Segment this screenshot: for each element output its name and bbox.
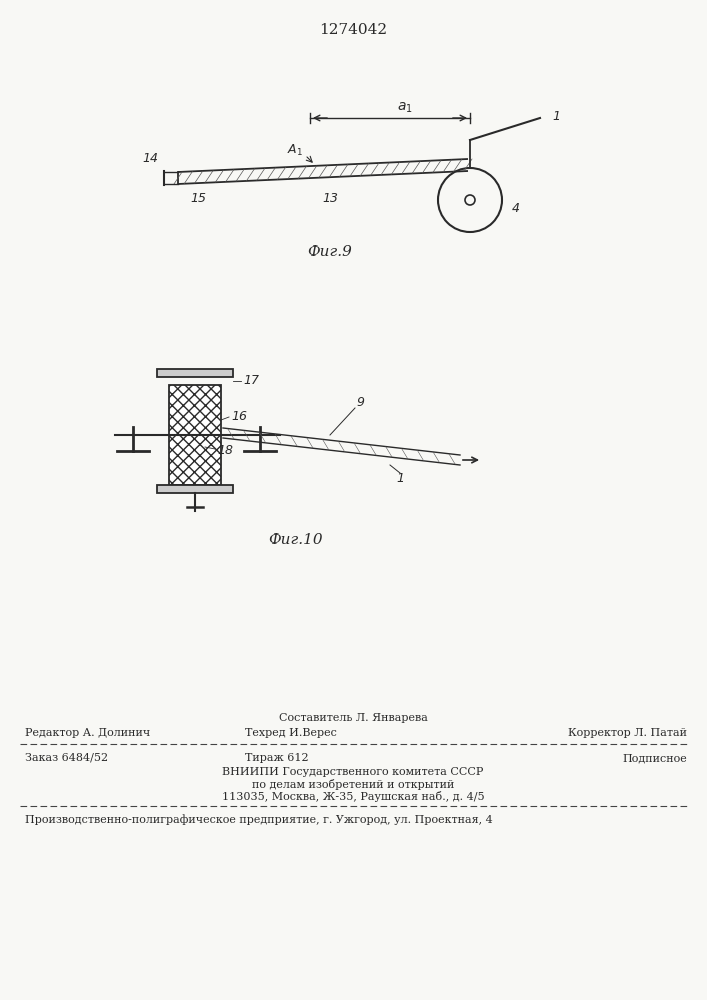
Text: Фиг.9: Фиг.9	[308, 245, 352, 259]
Text: 13: 13	[322, 192, 338, 205]
Bar	[157, 485, 233, 493]
Text: 1: 1	[552, 109, 560, 122]
Text: 113035, Москва, Ж-35, Раушская наб., д. 4/5: 113035, Москва, Ж-35, Раушская наб., д. …	[222, 790, 484, 802]
Text: Производственно-полиграфическое предприятие, г. Ужгород, ул. Проектная, 4: Производственно-полиграфическое предприя…	[25, 815, 493, 825]
Text: Подписное: Подписное	[622, 753, 687, 763]
Text: $a_1$: $a_1$	[397, 101, 413, 115]
Text: 14: 14	[142, 151, 158, 164]
Text: по делам изобретений и открытий: по делам изобретений и открытий	[252, 778, 454, 790]
Text: Техред И.Верес: Техред И.Верес	[245, 728, 337, 738]
Text: 1274042: 1274042	[319, 23, 387, 37]
Text: 1: 1	[396, 472, 404, 485]
Text: ВНИИПИ Государственного комитета СССР: ВНИИПИ Государственного комитета СССР	[222, 767, 484, 777]
Text: 15: 15	[190, 192, 206, 205]
Text: Заказ 6484/52: Заказ 6484/52	[25, 753, 108, 763]
Text: $A_1$: $A_1$	[287, 142, 303, 158]
Text: 9: 9	[356, 395, 364, 408]
Text: Корректор Л. Патай: Корректор Л. Патай	[568, 728, 687, 738]
Text: Фиг.10: Фиг.10	[268, 533, 322, 547]
Text: Составитель Л. Январева: Составитель Л. Январева	[279, 713, 428, 723]
Text: 16: 16	[231, 410, 247, 424]
Text: Редактор А. Долинич: Редактор А. Долинич	[25, 728, 151, 738]
Text: 4: 4	[512, 202, 520, 215]
Bar	[157, 369, 233, 377]
Text: 18: 18	[217, 444, 233, 456]
FancyBboxPatch shape	[169, 385, 221, 485]
Text: Тираж 612: Тираж 612	[245, 753, 309, 763]
Text: 17: 17	[243, 374, 259, 387]
